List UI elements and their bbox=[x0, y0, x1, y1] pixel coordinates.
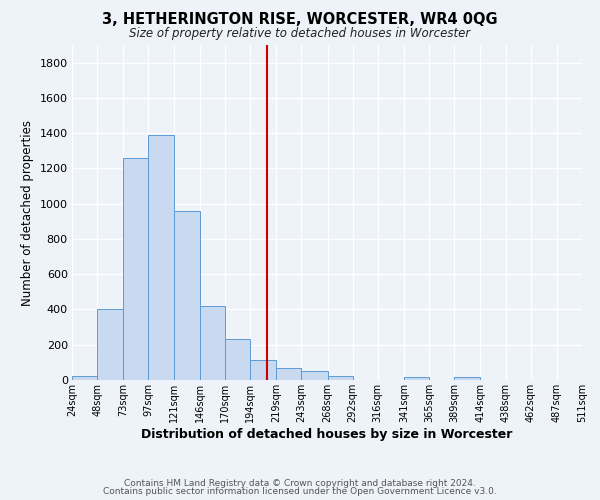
Bar bbox=[124, 158, 148, 380]
Text: 3 HETHERINGTON RISE:  210sqm
← 96% of detached houses are smaller (4,713)
4% of : 3 HETHERINGTON RISE: 210sqm ← 96% of det… bbox=[0, 499, 1, 500]
Bar bbox=[276, 368, 301, 380]
Bar bbox=[148, 135, 173, 380]
Bar bbox=[301, 371, 328, 380]
Bar bbox=[97, 310, 124, 380]
Bar bbox=[200, 306, 225, 380]
Bar bbox=[250, 360, 276, 380]
Bar bbox=[72, 376, 97, 380]
Bar bbox=[225, 338, 250, 380]
Text: Size of property relative to detached houses in Worcester: Size of property relative to detached ho… bbox=[130, 28, 470, 40]
Y-axis label: Number of detached properties: Number of detached properties bbox=[21, 120, 34, 306]
X-axis label: Distribution of detached houses by size in Worcester: Distribution of detached houses by size … bbox=[142, 428, 512, 440]
Text: 3, HETHERINGTON RISE, WORCESTER, WR4 0QG: 3, HETHERINGTON RISE, WORCESTER, WR4 0QG bbox=[102, 12, 498, 28]
Bar bbox=[328, 376, 353, 380]
Text: Contains HM Land Registry data © Crown copyright and database right 2024.: Contains HM Land Registry data © Crown c… bbox=[124, 478, 476, 488]
Text: Contains public sector information licensed under the Open Government Licence v3: Contains public sector information licen… bbox=[103, 487, 497, 496]
Bar bbox=[454, 378, 481, 380]
Bar bbox=[404, 378, 429, 380]
Bar bbox=[173, 210, 200, 380]
